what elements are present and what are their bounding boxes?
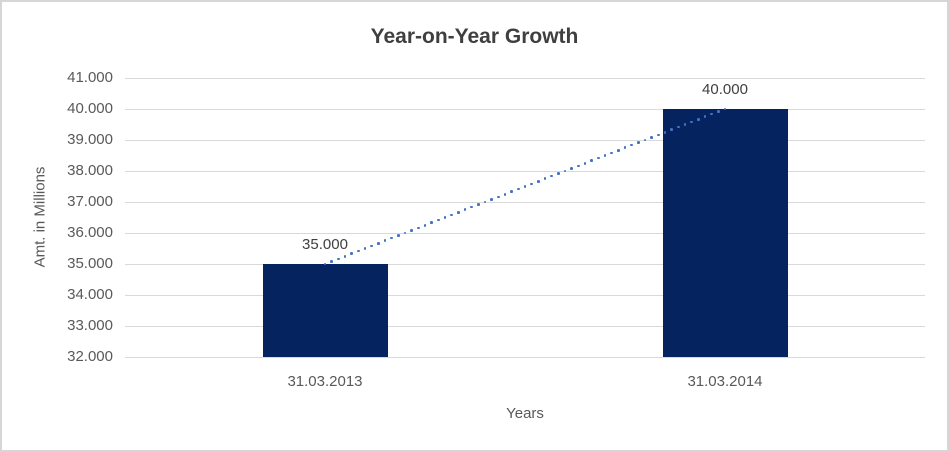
trendline-dot [710,112,713,116]
y-tick-label: 32.000 [67,348,113,365]
trendline-dot [350,252,353,255]
bar-data-label: 40.000 [702,81,748,98]
trendline-dot [370,244,373,248]
x-axis-title: Years [506,405,544,422]
trendline-dot [703,115,707,119]
trendline-dot [670,128,673,131]
y-tick-label: 41.000 [67,69,113,86]
trendline-dot [550,174,553,178]
y-gridline [125,140,925,141]
y-gridline [125,357,925,358]
y-tick-label: 36.000 [67,224,113,241]
trendline-dot [403,231,407,235]
trendline-dot [337,257,340,261]
y-tick-label: 35.000 [67,255,113,272]
trendline-dot [450,213,453,217]
trendline-dot [323,262,327,266]
trendline-dot [363,247,367,250]
trendline-dot [437,218,440,222]
bar-data-label: 35.000 [302,236,348,253]
y-tick-label: 37.000 [67,193,113,210]
trendline-dot [657,133,660,137]
trendline-dot [443,216,447,219]
y-tick-label: 33.000 [67,317,113,334]
trendline-dot [483,200,487,204]
trendline-dot [577,164,580,168]
y-tick-label: 39.000 [67,131,113,148]
trendline-dot [563,169,567,173]
trendline-dot [537,180,540,183]
trendline-dot [423,223,427,227]
bar [262,264,388,357]
y-gridline [125,109,925,110]
x-tick-label: 31.03.2013 [287,373,363,390]
trendline-dot [630,143,633,147]
trendline-dot [683,123,687,126]
y-gridline [125,78,925,79]
trendline-dot [590,159,593,162]
trendline-dot [597,156,600,160]
trendline-dot [503,192,507,196]
y-gridline [125,202,925,203]
chart-title: Year-on-Year Growth [370,25,579,48]
trendline-dot [637,141,640,144]
trendline-dot [417,226,420,230]
trendline-dot [410,229,413,232]
trendline-dot [383,239,387,243]
bar [662,109,788,357]
trendline-dot [490,198,493,201]
y-tick-label: 40.000 [67,100,113,117]
y-gridline [125,171,925,172]
trendline-dot [690,120,693,124]
trendline-dot [717,110,720,113]
trendline-dot [457,211,460,214]
x-tick-label: 31.03.2014 [687,373,763,390]
trendline-dot [663,130,667,134]
y-gridline [125,295,925,296]
trendline-dot [463,208,467,212]
trendline-dot [390,236,393,240]
trendline-dot [470,205,473,209]
trendline-dot [677,125,680,129]
trendline-dot [343,254,347,258]
trendline-dot [523,185,527,188]
trendline-dot [510,190,513,193]
trendline-dot [557,172,560,175]
trendline-dot [643,138,647,142]
y-gridline [125,326,925,327]
trendline-dot [723,107,727,111]
trendline-dot [623,146,627,150]
y-tick-label: 38.000 [67,162,113,179]
trendline-dot [517,187,520,191]
trendline-dot [530,182,533,186]
trendline-dot [697,118,700,121]
trendline-dot [477,203,480,206]
trendline-dot [497,195,500,199]
y-tick-label: 34.000 [67,286,113,303]
trendline-dot [583,161,587,165]
trendline-dot [330,260,333,263]
trendline-dot [397,234,400,237]
trendline-dot [570,167,573,170]
trendline-dot [617,149,620,152]
trendline-dot [357,249,360,253]
trendline-dot [377,242,380,245]
trendline-dot [430,221,433,224]
trendline-dot [543,177,547,181]
trendline-dot [610,151,613,155]
trendline-dot [603,154,607,157]
y-gridline [125,264,925,265]
trendline-dot [650,136,653,139]
y-gridline [125,233,925,234]
